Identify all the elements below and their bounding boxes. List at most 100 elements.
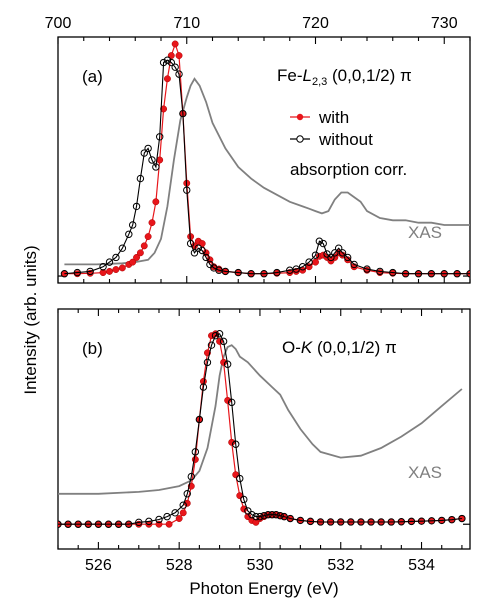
panel-a: 700 710 720 730 (a) Fe-L2,3 (0,0,1/2) π XAS wit… — [45, 15, 471, 284]
without-point — [144, 144, 152, 153]
x-tick-label: 530 — [247, 557, 274, 574]
without-point — [286, 514, 294, 523]
with-point — [160, 105, 168, 113]
without-point — [190, 249, 199, 257]
without-point — [215, 330, 224, 338]
without-point — [124, 520, 133, 528]
without-point — [163, 512, 171, 521]
without-point — [268, 511, 276, 519]
without-point — [183, 490, 191, 498]
without-point — [152, 163, 160, 171]
xas-curve — [58, 344, 463, 495]
with-point — [118, 264, 126, 272]
without-point — [94, 520, 103, 528]
with-point — [312, 258, 319, 266]
xas-annotation: XAS — [408, 223, 442, 242]
with-point — [152, 198, 160, 206]
without-point — [440, 270, 448, 278]
without-point — [276, 511, 284, 520]
without-point — [99, 263, 107, 271]
without-point — [427, 517, 436, 525]
without-point — [357, 518, 365, 526]
without-point — [104, 520, 113, 528]
without-point — [114, 520, 123, 528]
without-point — [458, 514, 466, 523]
without-point — [367, 518, 375, 526]
x-tick-label: 700 — [45, 15, 72, 32]
title-italic: L — [303, 66, 312, 85]
with-point — [148, 219, 156, 227]
with-point — [191, 456, 199, 463]
with-point — [224, 396, 232, 404]
without-point — [191, 448, 200, 456]
without-point — [264, 511, 272, 519]
without-point — [252, 512, 260, 521]
without-point — [163, 56, 172, 64]
without-point — [60, 270, 69, 278]
without-point — [105, 258, 114, 266]
title-part: O- — [282, 338, 301, 357]
without-point — [326, 518, 335, 526]
without-point — [136, 174, 145, 183]
with-point — [220, 358, 228, 366]
without-point — [298, 263, 307, 271]
without-point — [223, 360, 232, 368]
without-point — [347, 518, 355, 526]
x-tick-label: 710 — [173, 15, 200, 32]
without-series-line — [58, 333, 462, 525]
panel-title: O-K (0,0,1/2) π — [282, 338, 397, 357]
without-point — [256, 512, 264, 521]
without-point — [203, 358, 212, 367]
without-point — [260, 511, 268, 520]
panel-title: Fe-L2,3 (0,0,1/2) π — [277, 66, 412, 88]
with-point — [165, 520, 173, 528]
without-point — [64, 520, 72, 528]
without-point — [334, 244, 343, 252]
without-point — [448, 515, 456, 524]
without-point — [156, 133, 164, 141]
without-point — [74, 520, 82, 528]
without-point — [128, 221, 137, 229]
with-point — [198, 240, 206, 247]
x-tick-label: 528 — [166, 557, 193, 574]
without-point — [343, 253, 352, 262]
without-point — [86, 267, 94, 276]
without-point — [171, 509, 179, 517]
without-point — [305, 258, 313, 266]
with-point — [112, 266, 120, 273]
without-point — [273, 268, 281, 277]
title-rest: (0,0,1/2) π — [312, 338, 397, 357]
without-point — [363, 265, 371, 273]
legend-without-label: without — [318, 130, 373, 149]
with-point — [175, 515, 183, 522]
without-point — [260, 270, 268, 278]
x-tick-label: 730 — [431, 15, 458, 32]
without-point — [438, 516, 446, 525]
legend-absorption-label: absorption corr. — [290, 160, 407, 179]
without-point — [167, 58, 176, 67]
with-point — [144, 233, 152, 241]
without-point — [327, 253, 335, 262]
without-point — [171, 63, 179, 71]
without-point — [387, 518, 395, 526]
without-point — [175, 70, 183, 78]
without-point — [145, 517, 153, 526]
without-point — [453, 270, 461, 278]
with-point — [140, 242, 148, 250]
plot-area — [60, 40, 470, 278]
without-point — [337, 518, 345, 526]
without-point — [244, 507, 252, 515]
with-series-line — [58, 333, 462, 525]
without-point — [376, 267, 384, 276]
y-axis-label: Intensity (arb. units) — [21, 245, 40, 394]
without-point — [194, 244, 203, 252]
xas-curve — [64, 77, 470, 266]
with-point — [236, 492, 244, 500]
title-part: Fe- — [277, 66, 303, 85]
x-tick-label: 720 — [302, 15, 329, 32]
without-point — [389, 268, 397, 277]
with-point — [344, 256, 352, 264]
without-point — [125, 230, 133, 238]
with-point — [171, 40, 179, 48]
